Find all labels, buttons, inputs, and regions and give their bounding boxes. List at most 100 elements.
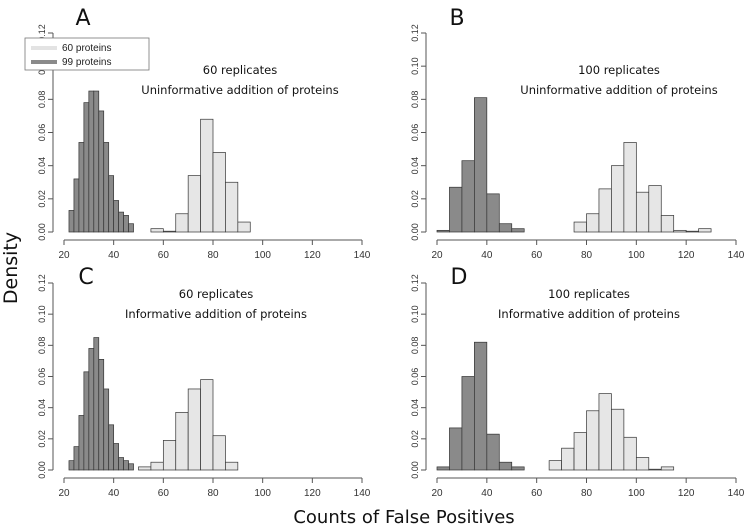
histogram-bar [103, 388, 110, 471]
histogram-bar [128, 223, 134, 233]
x-tick-label: 60 [531, 250, 543, 261]
histogram-bar [200, 379, 214, 471]
histogram-bar [88, 348, 95, 471]
panel-d: 20 40 60 80 100 120 140 0.00 0.02 0.04 0.06 0.08 0.1… [410, 265, 745, 499]
x-tick-label: 140 [728, 250, 745, 261]
histogram-bar [635, 457, 650, 471]
histogram-bar [200, 118, 214, 233]
histogram-bar [611, 165, 625, 233]
y-tick-label: 0.08 [410, 337, 420, 355]
x-tick-label: 80 [581, 250, 593, 261]
histogram-bar [486, 193, 500, 233]
histogram-bar [118, 211, 124, 233]
y-tick-label: 0.12 [37, 274, 47, 292]
x-tick-label: 140 [354, 250, 371, 261]
x-tick-label: 80 [207, 250, 219, 261]
histogram-bar [175, 213, 189, 233]
histogram-bar [598, 393, 612, 471]
panel-annotation-condition: Uninformative addition of proteins [520, 83, 717, 97]
y-tick-label: 0.00 [37, 223, 47, 241]
y-tick-label: 0.04 [37, 399, 47, 417]
histogram-bar [648, 185, 662, 233]
histogram-bar [548, 460, 562, 471]
histogram-bar [98, 110, 105, 233]
histogram-bar [498, 461, 513, 471]
y-tick-label: 0.06 [37, 368, 47, 386]
histogram-bar [187, 175, 201, 233]
panel-letter: C [78, 265, 93, 290]
x-tick-label: 40 [108, 488, 120, 499]
x-tick-label: 40 [481, 250, 493, 261]
y-tick-label: 0.06 [410, 368, 420, 386]
y-tick-label: 0.08 [37, 337, 47, 355]
x-tick-label: 40 [108, 250, 120, 261]
series-99-proteins [68, 90, 134, 233]
panel-annotation-condition: Informative addition of proteins [125, 307, 307, 321]
histogram-bar [108, 175, 115, 233]
histogram-bar [123, 460, 129, 471]
y-tick-label: 0.04 [410, 157, 420, 175]
x-tick-label: 40 [481, 488, 493, 499]
histogram-bar [461, 376, 475, 471]
x-tick-label: 60 [158, 488, 170, 499]
histogram-bar [511, 466, 525, 471]
histogram-bar [673, 229, 687, 233]
panel-letter: A [75, 6, 90, 31]
histogram-bar [660, 466, 675, 471]
panel-c: 20 40 60 80 100 120 140 0.00 0.02 0.04 0.06 0.08 0.1… [37, 265, 371, 499]
x-tick-label: 20 [58, 488, 70, 499]
x-tick-label: 140 [354, 488, 371, 499]
histogram-bar [113, 200, 119, 233]
histogram-bar [648, 468, 662, 471]
series-99-proteins [436, 341, 525, 471]
histogram-bar [78, 415, 85, 471]
histogram-bar [660, 215, 675, 233]
histogram-bar [150, 228, 164, 233]
panel-annotation-replicates: 100 replicates [578, 63, 660, 77]
y-tick-label: 0.12 [410, 24, 420, 42]
x-tick-label: 20 [431, 488, 443, 499]
series-60-proteins [573, 142, 712, 233]
histogram-bar [83, 371, 90, 471]
y-tick-label: 0.02 [410, 190, 420, 208]
panel-annotation-replicates: 100 replicates [548, 287, 630, 301]
panels-group: 20 40 60 80 100 120 140 0.00 0.02 0.04 0.06 0.08 0.1… [37, 6, 745, 499]
histogram-bar [698, 228, 712, 233]
histogram-bar [611, 408, 625, 471]
histogram-bar [98, 359, 105, 471]
x-tick-label: 100 [628, 250, 645, 261]
histogram-bar [212, 152, 226, 233]
histogram-bar [138, 466, 152, 471]
histogram-bar [118, 457, 124, 471]
histogram-bar [449, 427, 463, 471]
x-tick-label: 100 [628, 488, 645, 499]
histogram-bar [78, 142, 85, 233]
panel-annotation-replicates: 60 replicates [179, 287, 253, 301]
histogram-bar [212, 435, 226, 471]
y-tick-label: 0.00 [37, 461, 47, 479]
histogram-bar [573, 432, 587, 471]
legend-label-99-proteins: 99 proteins [62, 57, 111, 68]
y-tick-label: 0.04 [410, 399, 420, 417]
x-tick-label: 80 [581, 488, 593, 499]
histogram-bar [83, 102, 90, 233]
series-60-proteins [548, 393, 675, 471]
y-tick-label: 0.00 [410, 223, 420, 241]
panel-annotation-replicates: 60 replicates [203, 63, 277, 77]
histogram-bar [150, 461, 164, 471]
legend: 60 proteins 99 proteins [24, 37, 150, 71]
y-axis-title: Density [0, 232, 22, 304]
y-tick-label: 0.02 [37, 430, 47, 448]
y-tick-label: 0.10 [37, 305, 47, 323]
x-tick-label: 100 [254, 488, 271, 499]
y-tick-label: 0.08 [410, 91, 420, 109]
histogram-bar [461, 160, 475, 233]
histogram-bar [88, 90, 95, 233]
y-tick-label: 0.02 [37, 190, 47, 208]
y-tick-label: 0.10 [410, 57, 420, 75]
histogram-bar [474, 341, 488, 471]
y-tick-label: 0.06 [410, 124, 420, 142]
panel-a: 20 40 60 80 100 120 140 0.00 0.02 0.04 0.06 0.08 0.1… [37, 6, 371, 261]
histogram-bar [73, 178, 80, 233]
